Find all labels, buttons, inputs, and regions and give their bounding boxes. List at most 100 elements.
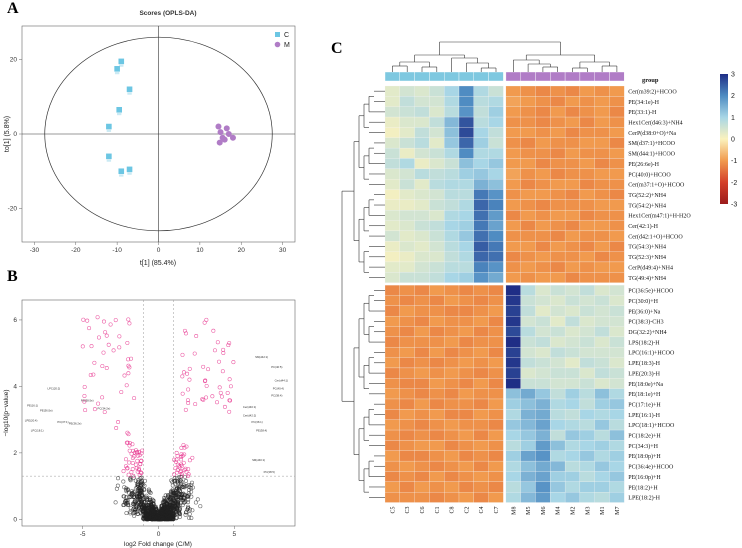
significant-point [187, 458, 192, 463]
heatmap-cell [535, 127, 551, 138]
row-label: PC(18:2e)+H [628, 433, 661, 440]
significant-point [221, 351, 226, 355]
volcano-annotation: PC(38:5) [264, 470, 275, 474]
heatmap-cell [414, 347, 430, 358]
nonsignificant-point [134, 504, 139, 509]
heatmap-cell [505, 440, 521, 451]
nonsignificant-point [142, 506, 147, 511]
significant-point [180, 352, 185, 357]
heatmap-cell [550, 419, 566, 431]
heatmap-cell [429, 241, 445, 252]
heatmap-cell [535, 388, 551, 400]
volcano-annotation: LPE(20:4) [25, 418, 38, 422]
heatmap-cell [564, 106, 581, 118]
heatmap-cell [488, 285, 504, 296]
volcano-annotation: LPC(20:2) [47, 387, 60, 391]
heatmap-cell [579, 336, 595, 348]
heatmap-cell [520, 450, 536, 462]
significant-point [184, 469, 189, 474]
heatmap-cell [579, 388, 595, 400]
heatmap-cell [414, 230, 430, 242]
heatmap-cell [609, 316, 625, 327]
heatmap-cell [520, 388, 536, 400]
heatmap-cell [535, 429, 551, 441]
heatmap-cell [535, 261, 551, 273]
x-tick-label: -20 [71, 247, 81, 254]
heatmap-cell [535, 241, 551, 252]
significant-point [174, 450, 179, 455]
heatmap-cell [444, 481, 460, 493]
heatmap-cell [579, 116, 595, 128]
significant-point [177, 463, 182, 468]
significant-point [124, 383, 129, 388]
heatmap-cell [564, 295, 581, 306]
heatmap-cell [458, 210, 474, 221]
heatmap-cell [520, 96, 536, 107]
color-scale-tick: 3 [731, 72, 735, 79]
heatmap-cell [444, 261, 460, 273]
heatmap-cell [458, 450, 474, 462]
heatmap-cell [550, 158, 566, 169]
y-tick-label: 20 [10, 57, 18, 64]
heatmap-cell [399, 388, 415, 400]
heatmap-cell [520, 285, 536, 296]
significant-point [187, 377, 192, 382]
x-tick-label: -5 [80, 531, 86, 538]
heatmap-cell [429, 347, 445, 358]
heatmap-cell [579, 251, 595, 263]
heatmap-cell [384, 336, 400, 348]
significant-point [127, 365, 132, 370]
heatmap-cell [564, 116, 581, 128]
heatmap-cell [444, 419, 460, 431]
heatmap-cell [550, 168, 566, 180]
heatmap-cell [594, 199, 610, 211]
heatmap-cell [458, 261, 474, 273]
heatmap-cell [473, 137, 489, 149]
x-tick-label: 20 [238, 247, 246, 254]
heatmap-cell [458, 272, 474, 283]
heatmap-cell [458, 241, 474, 252]
heatmap-cell [520, 357, 536, 369]
heatmap-cell [414, 316, 430, 327]
significant-point [137, 467, 142, 472]
nonsignificant-point [124, 487, 129, 492]
significant-point [227, 377, 232, 382]
heatmap-cell [488, 179, 504, 190]
row-label: PE(34:1e)-H [628, 99, 659, 106]
significant-point [186, 467, 191, 472]
heatmap-cell [488, 347, 504, 358]
heatmap-cell [414, 168, 430, 180]
significant-point [204, 317, 209, 322]
heatmap-cell [414, 440, 430, 451]
significant-point [80, 344, 85, 349]
column-label: C5 [390, 507, 396, 514]
heatmap-cell [505, 492, 521, 503]
heatmap-cell [458, 367, 474, 379]
heatmap-cell [384, 106, 400, 118]
heatmap-cell [594, 210, 610, 221]
heatmap-cell [535, 326, 551, 338]
nonsignificant-point [150, 497, 155, 502]
heatmap-cell [429, 471, 445, 482]
nonsignificant-point [177, 479, 182, 484]
heatmap-cell [579, 127, 595, 138]
group-bar-cell [609, 71, 625, 82]
heatmap-cell [399, 409, 415, 420]
heatmap-cell [535, 189, 551, 200]
heatmap-cell [414, 460, 430, 472]
significant-point [226, 343, 231, 348]
heatmap-cell [488, 230, 504, 242]
heatmap-cell [473, 450, 489, 462]
significant-point [140, 448, 145, 453]
significant-point [106, 342, 111, 347]
heatmap-cell [550, 189, 566, 200]
heatmap-cell [384, 241, 400, 252]
heatmap-cell [594, 106, 610, 118]
heatmap-cell [429, 492, 445, 503]
heatmap-cell [550, 85, 566, 97]
heatmap-cell [609, 272, 625, 283]
nonsignificant-point [172, 479, 177, 484]
heatmap-cell [444, 147, 460, 159]
heatmap-cell [473, 168, 489, 180]
significant-point [193, 402, 198, 407]
